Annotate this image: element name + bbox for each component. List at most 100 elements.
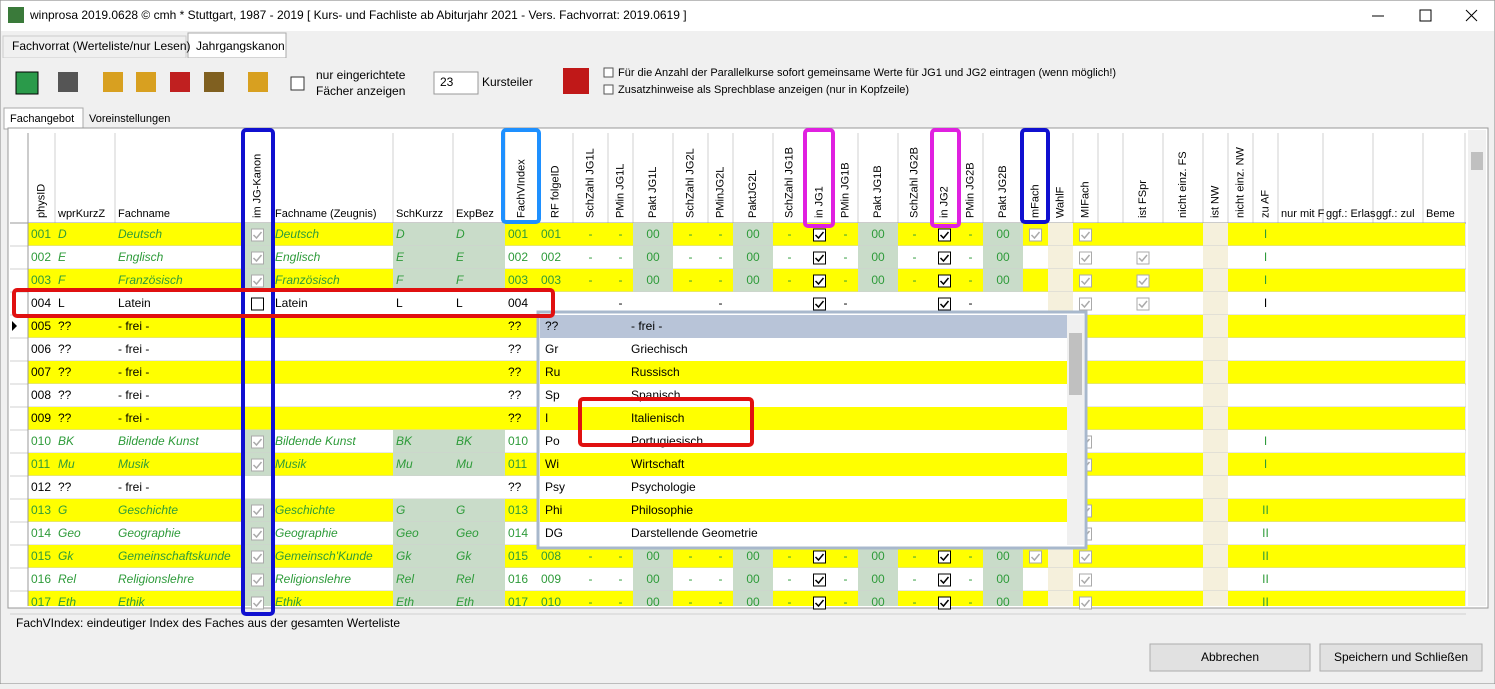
tool-button[interactable] [170,72,190,92]
checkbox[interactable] [1080,252,1092,264]
tool-button[interactable] [248,72,268,92]
column-header[interactable]: in JG2 [938,186,950,218]
column-header[interactable]: wprKurzZ [57,208,105,220]
tool-button[interactable] [58,72,78,92]
dropdown-code[interactable]: Phi [545,503,562,517]
dropdown-name[interactable]: Italienisch [631,411,684,425]
column-header[interactable]: WahlF [1054,186,1066,218]
checkbox[interactable] [1080,597,1092,609]
dropdown-item[interactable] [540,384,1067,407]
column-header[interactable]: im JG-Kanon [251,154,263,218]
button-label[interactable]: Speichern und Schließen [1334,650,1468,664]
column-header[interactable]: PMinJG2L [714,167,726,218]
column-header[interactable]: Fachname [118,208,170,220]
scroll-thumb[interactable] [1471,152,1483,170]
checkbox[interactable] [1080,298,1092,310]
checkbox[interactable] [939,229,951,241]
checkbox[interactable] [939,551,951,563]
tool-button[interactable] [204,72,224,92]
dropdown-code[interactable]: Gr [545,342,558,356]
column-header[interactable]: PMin JG1L [614,164,626,218]
column-header[interactable]: nicht einz. FS [1177,151,1189,218]
checkbox[interactable] [1080,229,1092,241]
column-header[interactable]: ist NW [1209,185,1221,218]
column-header[interactable]: ggf.: zul [1376,208,1415,220]
checkbox[interactable] [252,459,264,471]
checkbox[interactable] [814,275,826,287]
column-header[interactable]: PaktJG2L [747,170,759,218]
checkbox[interactable] [814,597,826,609]
checkbox[interactable] [1080,551,1092,563]
dropdown-name[interactable]: Psychologie [631,480,696,494]
dropdown-item[interactable] [540,338,1067,361]
dropdown-thumb[interactable] [1069,333,1082,395]
dropdown-name[interactable]: Griechisch [631,342,688,356]
tool-button[interactable] [16,72,38,94]
column-header[interactable]: mFach [1029,184,1041,218]
column-header[interactable]: Beme [1426,208,1455,220]
column-header[interactable]: SchKurzz [396,208,443,220]
button-label[interactable]: Abbrechen [1201,650,1259,664]
subtab-label[interactable]: Voreinstellungen [89,113,170,125]
column-header[interactable]: ist FSpr [1137,180,1149,218]
dropdown-code[interactable]: Wi [545,457,559,471]
dropdown-name[interactable]: Wirtschaft [631,457,685,471]
dropdown-item[interactable] [540,430,1067,453]
column-header[interactable]: PMin JG1B [839,162,851,218]
checkbox[interactable] [814,298,826,310]
checkbox[interactable] [1080,574,1092,586]
column-header[interactable]: SchZahl JG1B [783,147,795,218]
dropdown[interactable]: ??- frei -GrGriechischRuRussischSpSpanis… [538,312,1086,548]
checkbox[interactable] [814,574,826,586]
checkbox[interactable] [252,436,264,448]
dropdown-item[interactable] [540,522,1067,545]
checkbox[interactable] [252,252,264,264]
dropdown-item[interactable] [540,407,1067,430]
dropdown-code[interactable]: I [545,411,548,425]
checkbox[interactable] [252,574,264,586]
scrollbar[interactable] [1468,130,1486,606]
column-header[interactable]: SchZahl JG1L [584,148,596,218]
subtab-label[interactable]: Fachangebot [10,113,74,125]
checkbox[interactable] [939,597,951,609]
column-header[interactable]: Pakt JG2B [997,165,1009,218]
column-header[interactable]: Pakt JG1L [647,167,659,218]
checkbox[interactable] [814,229,826,241]
checkbox[interactable] [252,229,264,241]
dropdown-name[interactable]: Darstellende Geometrie [631,526,758,540]
checkbox[interactable] [814,252,826,264]
column-header[interactable]: MIFach [1079,181,1091,218]
dropdown-code[interactable]: Sp [545,388,560,402]
checkbox[interactable] [939,298,951,310]
checkbox[interactable] [252,528,264,540]
dropdown-code[interactable]: DG [545,526,563,540]
checkbox[interactable] [1030,551,1042,563]
spinner-value[interactable]: 23 [440,75,454,89]
checkbox[interactable] [939,252,951,264]
checkbox[interactable] [1137,275,1149,287]
dropdown-item[interactable] [540,453,1067,476]
checkbox[interactable] [939,275,951,287]
column-header[interactable]: ggf.: Erlas [1326,208,1376,220]
column-header[interactable]: ExpBez [456,208,494,220]
checkbox[interactable] [252,551,264,563]
column-header[interactable]: PMin JG2B [964,162,976,218]
checkbox[interactable] [252,505,264,517]
checkbox[interactable] [814,551,826,563]
column-header[interactable]: Fachname (Zeugnis) [275,208,377,220]
checkbox[interactable] [291,77,304,90]
dropdown-code[interactable]: Po [545,434,560,448]
info-button[interactable] [563,68,589,94]
checkbox[interactable] [604,68,613,77]
checkbox[interactable] [1137,252,1149,264]
column-header[interactable]: physID [35,184,47,218]
checkbox[interactable] [1080,275,1092,287]
column-header[interactable]: FachVIndex [515,159,527,218]
column-header[interactable]: in JG1 [813,186,825,218]
checkbox[interactable] [252,597,264,609]
column-header[interactable]: nicht einz. NW [1234,146,1246,218]
checkbox[interactable] [939,574,951,586]
tab-label[interactable]: Jahrgangskanon [196,39,285,53]
column-header[interactable]: SchZahl JG2B [908,147,920,218]
column-header[interactable]: SchZahl JG2L [684,148,696,218]
